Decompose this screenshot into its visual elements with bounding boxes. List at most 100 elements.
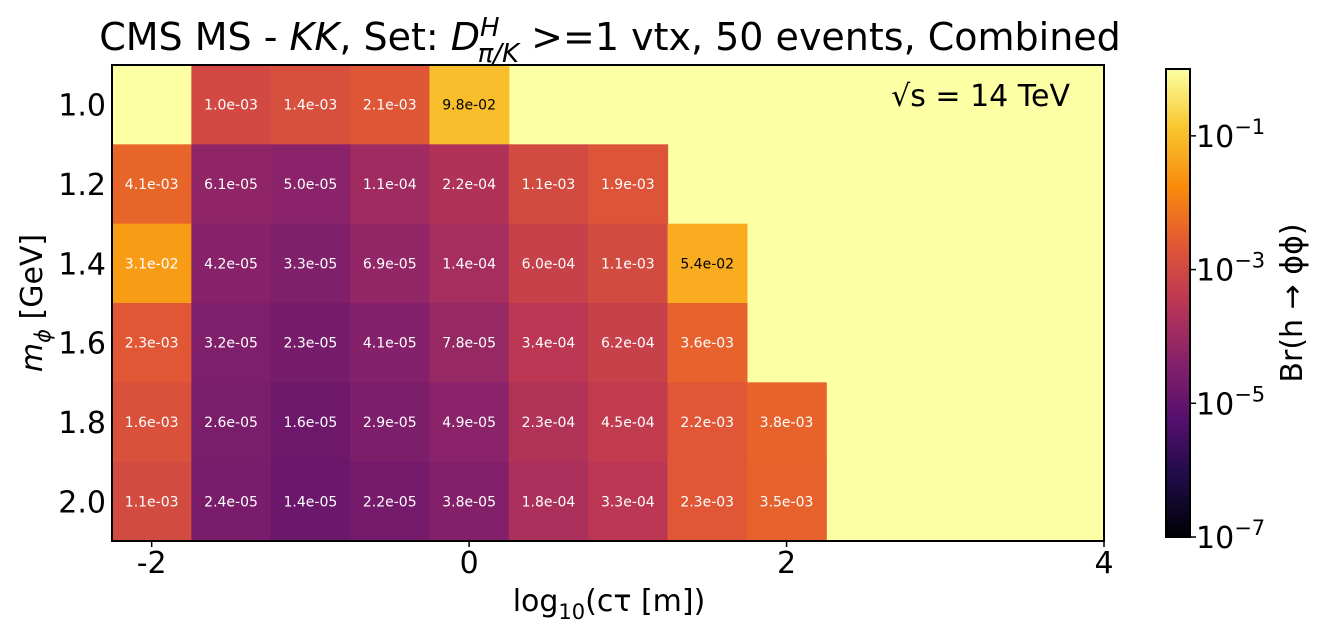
cell-value-label: 2.3e-03 [125,336,179,352]
heatmap-cell [112,303,192,383]
heatmap-cell [588,223,669,304]
y-tick-label: 1.2 [58,168,106,203]
cell-value-label: 1.6e-03 [125,415,179,431]
heatmap-cell [588,382,669,463]
y-tick-label: 2.0 [58,485,106,520]
cell-value-label: 3.3e-05 [284,256,338,272]
cell-value-label: 2.2e-04 [442,177,496,193]
y-tick-label: 1.8 [58,406,106,441]
cell-value-label: 9.8e-02 [442,98,496,114]
x-axis-label: log10(cτ [m]) [513,584,706,624]
x-axis-label-sub: 10 [558,600,585,624]
cell-value-label: 5.0e-05 [284,177,338,193]
heatmap-cell [508,382,589,463]
heatmap-cell [191,303,272,383]
cell-value-label: 2.3e-05 [284,336,338,352]
x-tick-label: 2 [777,546,796,581]
heatmap-cell [270,223,351,304]
heatmap-cell [429,223,510,304]
x-axis-ticks: -2 0 2 4 [137,541,1114,581]
x-axis-label-base: log [513,584,559,619]
cell-value-label: 4.5e-04 [601,415,655,431]
cell-value-label: 2.4e-05 [204,494,258,510]
cell-value-label: 3.6e-03 [680,336,734,352]
heatmap-cell [588,303,669,383]
heatmap-cell [508,303,589,383]
cell-value-label: 1.6e-05 [284,415,338,431]
cell-value-label: 3.3e-04 [601,494,655,510]
heatmap-cell [270,303,351,383]
y-axis-label: mϕ [GeV] [15,234,55,372]
cell-value-label: 3.1e-02 [125,256,179,272]
heatmap-cell [508,144,589,225]
title-d-superscript: H [480,13,500,43]
heatmap-cell [112,382,192,463]
heatmap-cell [350,382,431,463]
cell-value-label: 3.2e-05 [204,336,258,352]
heatmap-cell [270,382,351,463]
heatmap-cell [667,382,748,463]
heatmap-cell [429,461,510,541]
cell-value-label: 4.1e-05 [363,336,417,352]
cell-value-label: 1.1e-03 [522,177,576,193]
title-prefix: CMS MS - [99,15,289,59]
cell-value-label: 2.2e-03 [680,415,734,431]
cell-value-label: 5.4e-02 [680,256,734,272]
y-axis-label-rest: [GeV] [15,234,50,329]
cell-value-label: 1.4e-03 [284,98,338,114]
heatmap-cell [588,461,669,541]
plot-area: 1.0e-03 1.4e-03 2.1e-03 9.8e-02 4.1e-03 6.1e-… [112,65,1104,541]
cell-value-label: 3.8e-03 [760,415,814,431]
energy-annotation: √s = 14 TeV [891,79,1070,114]
title-suffix: >=1 vtx, 50 events, Combined [519,15,1121,59]
cell-value-label: 2.6e-05 [204,415,258,431]
cell-value-label: 1.4e-04 [442,256,496,272]
cell-value-label: 2.1e-03 [363,98,417,114]
cell-value-label: 4.9e-05 [442,415,496,431]
colorbar-tick-label: 10−5 [1196,382,1265,422]
plot-frame [111,64,1105,542]
heatmap-cell [508,461,589,541]
heatmap-cell [350,303,431,383]
heatmap-cell [667,303,748,383]
heatmap-cell [191,461,272,541]
heatmap-cell [270,461,351,541]
y-tick-label: 1.6 [58,327,106,362]
y-axis-ticks: 1.0 1.2 1.4 1.6 1.8 2.0 [58,89,106,521]
heatmap-cell [508,223,589,304]
chart-title: CMS MS - KK, Set: DH π/K >=1 vtx, 50 even… [99,13,1121,69]
heatmap-cell [112,65,192,145]
heatmap-cell [429,65,510,145]
x-tick-label: 4 [1094,546,1113,581]
heatmap-cell [429,144,510,225]
cell-value-label: 2.3e-04 [522,415,576,431]
heatmap-cell [746,382,827,463]
cell-value-label: 1.9e-03 [601,177,655,193]
cell-value-label: 6.1e-05 [204,177,258,193]
y-axis-label-sub: ϕ [31,329,55,343]
cell-value-label: 6.9e-05 [363,256,417,272]
cell-value-label: 1.8e-04 [522,494,576,510]
cell-value-label: 1.1e-03 [125,494,179,510]
cell-value-label: 4.2e-05 [204,256,258,272]
cell-value-label: 7.8e-05 [442,336,496,352]
colorbar-tick-label: 10−1 [1196,115,1265,155]
y-axis-label-base: m [15,343,50,372]
heatmap-cell [191,223,272,304]
colorbar-gradient [1165,68,1191,538]
x-tick-label: 0 [460,546,479,581]
heatmap-cell [746,461,827,541]
heatmap-cells: 1.0e-03 1.4e-03 2.1e-03 9.8e-02 4.1e-03 6.1e-… [112,65,827,541]
heatmap-cell [350,223,431,304]
title-set: , Set: [339,15,450,59]
y-tick-label: 1.4 [58,247,106,282]
cell-value-label: 3.4e-04 [522,336,576,352]
colorbar-label: Br(h → ϕϕ) [1275,223,1310,382]
heatmap-cell [270,65,351,145]
x-tick-label: -2 [137,546,167,581]
heatmap-cell [112,461,192,541]
heatmap-cell [667,223,748,304]
heatmap-cell [112,144,192,225]
heatmap-cell [429,303,510,383]
